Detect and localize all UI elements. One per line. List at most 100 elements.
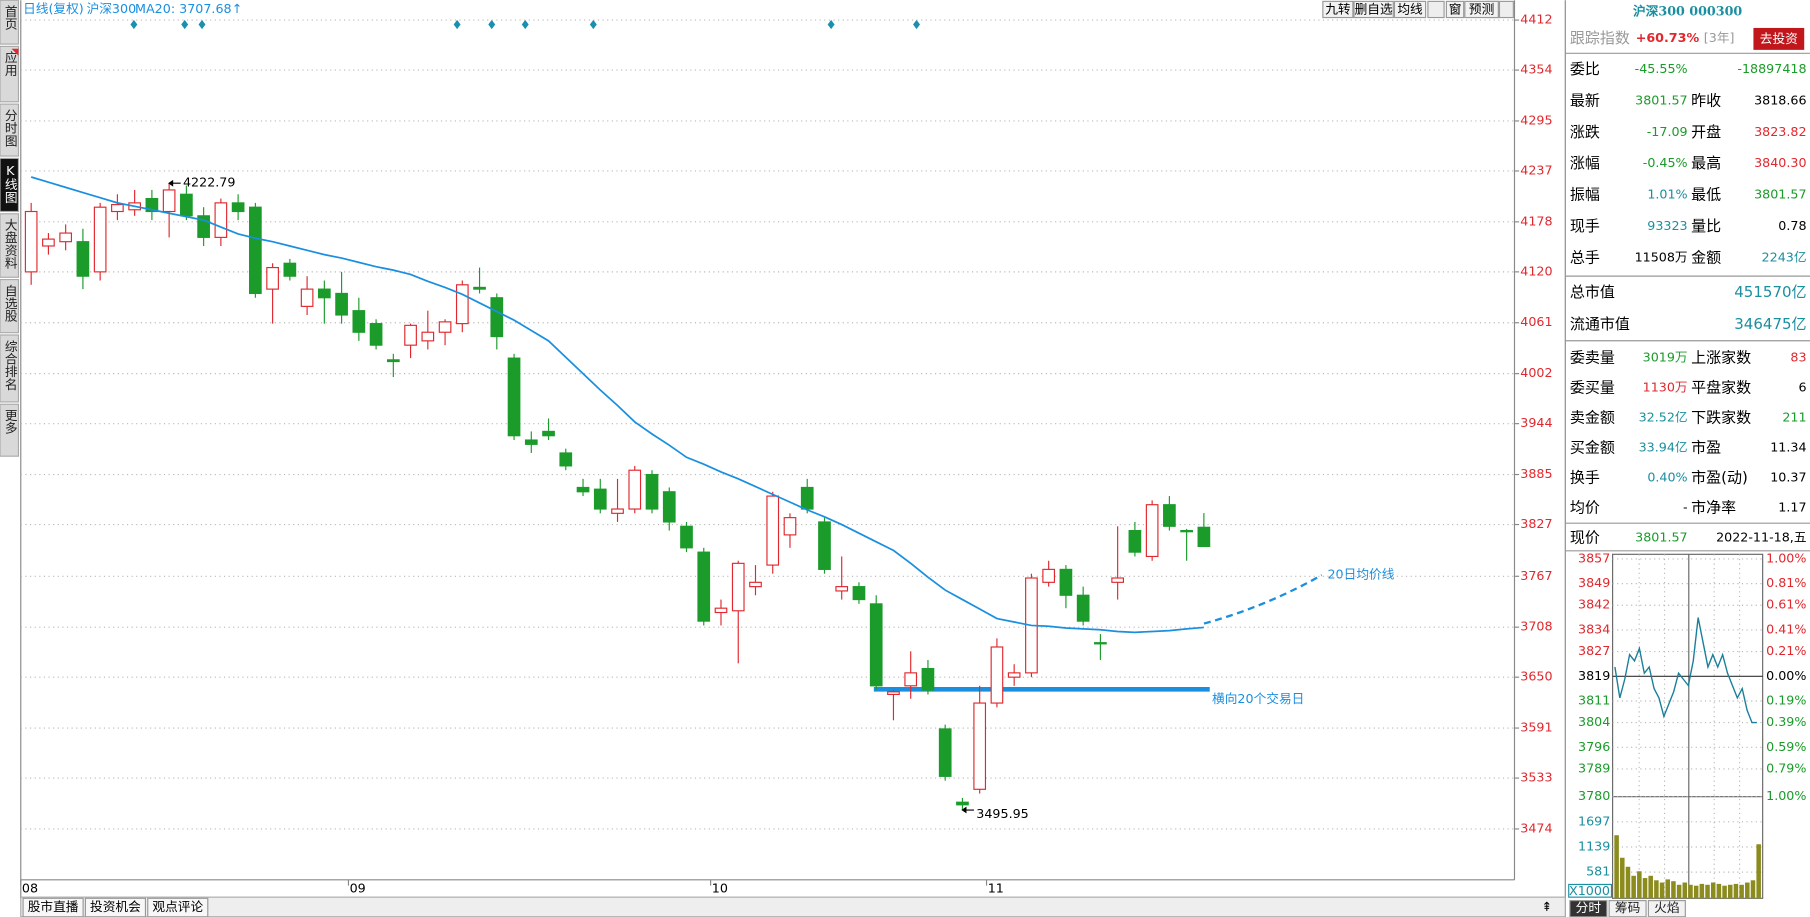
sidebar-tab-label[interactable]: 大盘资料 [3,218,18,269]
y-tick-label: 4120 [1520,263,1552,278]
mini-y-label: 3789 [1578,760,1610,775]
mini-tab-label[interactable]: 分时 [1576,900,1602,915]
sidebar-tab[interactable] [0,213,20,278]
mini-frame [1612,553,1764,899]
chart-icon[interactable] [1427,0,1445,19]
quote-value: 451570亿 [1734,283,1806,301]
quote-label: 上涨家数 [1691,349,1751,367]
high-label: 4222.79 [183,175,235,190]
candle-body [249,206,262,295]
sidebar-tab[interactable] [0,103,20,157]
volume-unit: X1000 [1569,883,1610,898]
invest-button-label[interactable]: 去投资 [1760,31,1798,46]
candle-body [1042,568,1056,583]
quote-value: 3801.57 [1754,187,1806,202]
quote-label: 委比 [1570,60,1600,78]
mini-y-label: 3804 [1578,714,1610,729]
quote-value: 11508万 [1635,249,1688,264]
candle-body [421,331,435,342]
candle-body [1007,672,1021,678]
sidebar-tab-label[interactable]: 分时图 [3,109,18,148]
sidebar-tab[interactable] [0,157,20,213]
mini-vgrid [1638,554,1741,899]
toolbar-label[interactable]: 预测 [1469,2,1494,17]
sidebar-tab-label[interactable]: 应用 [3,50,18,78]
ma-extension [1203,574,1323,625]
sidebar-tab-label[interactable]: 更多 [3,409,18,435]
candle-body [887,691,900,696]
candle-body [352,310,366,333]
range-annotation: 横向20个交易日 [1212,691,1304,706]
candle-body [490,297,504,338]
candle-body [24,210,38,273]
panel-title: 沪深300 000300 [1633,3,1742,18]
toolbar-button[interactable] [1464,0,1499,19]
toolbar-button[interactable] [1353,0,1394,19]
sidebar-tab-label[interactable]: 自选股 [3,284,18,323]
volume-bar [1722,885,1727,899]
volume-bar [1671,881,1676,899]
candle-body [921,667,935,691]
quote-value: 32.52亿 [1639,410,1688,425]
candle-body [300,288,314,307]
bottom-tab-label[interactable]: 观点评论 [152,899,203,914]
candle-body [162,189,176,213]
ma20-line [30,176,1204,634]
toolbar-button[interactable] [1445,0,1465,19]
toolbar-label[interactable]: 窗 [1449,2,1462,17]
bottom-tab-label[interactable]: 股市直播 [28,899,79,914]
quote-label: 平盘家数 [1691,379,1751,397]
scroll-top-icon[interactable]: ⇞ [1541,899,1552,914]
y-tick-label: 3827 [1520,516,1552,531]
high-pointer [168,179,181,187]
y-tick-label: 3708 [1520,619,1552,634]
sidebar-tab[interactable] [0,0,20,45]
sidebar-tab[interactable] [0,279,20,334]
candle-body [42,238,55,247]
candle-body [59,232,73,243]
y-tick-label: 4178 [1520,213,1552,228]
volume-bar [1620,857,1625,899]
candle-body [145,197,159,213]
exit-icon[interactable] [1498,0,1514,19]
event-diamond[interactable] [130,19,921,30]
mini-y-label: 3834 [1578,621,1610,636]
quote-label: 市盈 [1691,439,1721,457]
candle-body [731,562,745,612]
sidebar-tab[interactable] [0,334,20,403]
candle-body [1076,594,1090,622]
volume-bar [1745,882,1750,899]
sidebar-tab[interactable] [0,45,20,103]
toolbar-label[interactable]: 九转 [1325,2,1351,17]
quote-label: 市净率 [1691,499,1736,517]
mini-pct-label: 0.19% [1766,692,1806,707]
toolbar-label[interactable]: 删自选 [1355,2,1393,17]
sidebar-tab-label[interactable]: 首页 [3,5,18,31]
quote-label: 振幅 [1570,186,1600,204]
sidebar-tab-label[interactable]: K线图 [3,163,18,204]
track-period: [3年] [1704,30,1735,45]
candle-body [93,206,107,273]
sidebar-tab[interactable] [0,403,20,457]
quote-value: 0.78 [1778,218,1806,233]
candle-body [1197,526,1211,548]
volume-tick-label: 581 [1586,864,1610,879]
mini-tab-label[interactable]: 火焰 [1654,900,1679,915]
quote-label: 总手 [1570,248,1600,266]
invest-button[interactable] [1753,27,1805,50]
candle-body [576,486,590,493]
toolbar-button[interactable] [1393,0,1427,19]
quote-label: 最低 [1691,186,1721,204]
candle-body [680,525,693,549]
volume-bar [1710,882,1716,899]
quote-value: 33.94亿 [1639,440,1688,455]
candle-body [473,286,486,290]
mini-tab-label[interactable]: 筹码 [1615,900,1640,915]
sidebar-tab-label[interactable]: 综合排名 [3,340,18,391]
mini-pct-label: 0.00% [1766,668,1806,683]
bottom-tab-label[interactable]: 投资机会 [90,899,141,914]
now-label: 现价 [1570,529,1600,547]
toolbar-label[interactable]: 均线 [1397,2,1423,17]
toolbar-button[interactable] [1322,0,1354,19]
